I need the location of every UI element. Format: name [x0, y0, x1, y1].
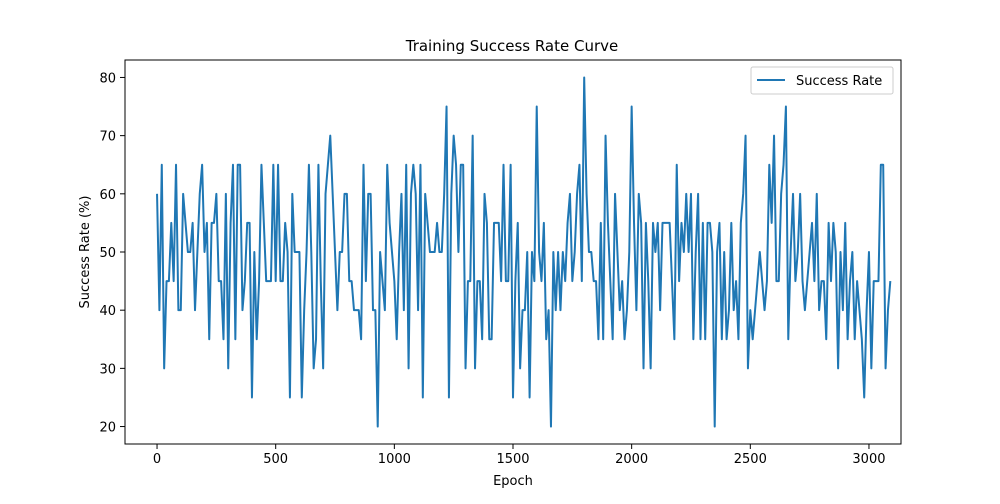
x-tick-label: 0	[153, 452, 161, 467]
x-tick-label: 2500	[734, 452, 767, 467]
y-axis-label: Success Rate (%)	[78, 196, 93, 309]
x-tick-label: 1000	[378, 452, 411, 467]
x-tick-label: 2000	[615, 452, 648, 467]
y-tick-label: 60	[99, 188, 116, 203]
y-tick-label: 80	[99, 71, 116, 86]
x-tick-label: 1500	[496, 452, 529, 467]
plot-area	[156, 76, 892, 428]
y-tick-label: 50	[99, 246, 116, 261]
x-tick-label: 500	[263, 452, 288, 467]
legend-box	[750, 66, 894, 95]
chart-title: Training Success Rate Curve	[405, 37, 619, 55]
series-line-0	[156, 76, 892, 428]
legend-label: Success Rate	[796, 74, 882, 89]
x-tick-label: 3000	[852, 452, 885, 467]
y-tick-label: 30	[99, 362, 116, 377]
legend: Success Rate	[750, 66, 894, 95]
x-axis: 0 500 1000 1500 2000 2500 3000	[153, 444, 886, 467]
y-axis: 20 30 40 50 60 70 80	[99, 71, 125, 436]
x-axis-label: Epoch	[493, 474, 533, 489]
y-tick-label: 20	[99, 421, 116, 436]
y-tick-label: 40	[99, 304, 116, 319]
y-tick-label: 70	[99, 130, 116, 145]
